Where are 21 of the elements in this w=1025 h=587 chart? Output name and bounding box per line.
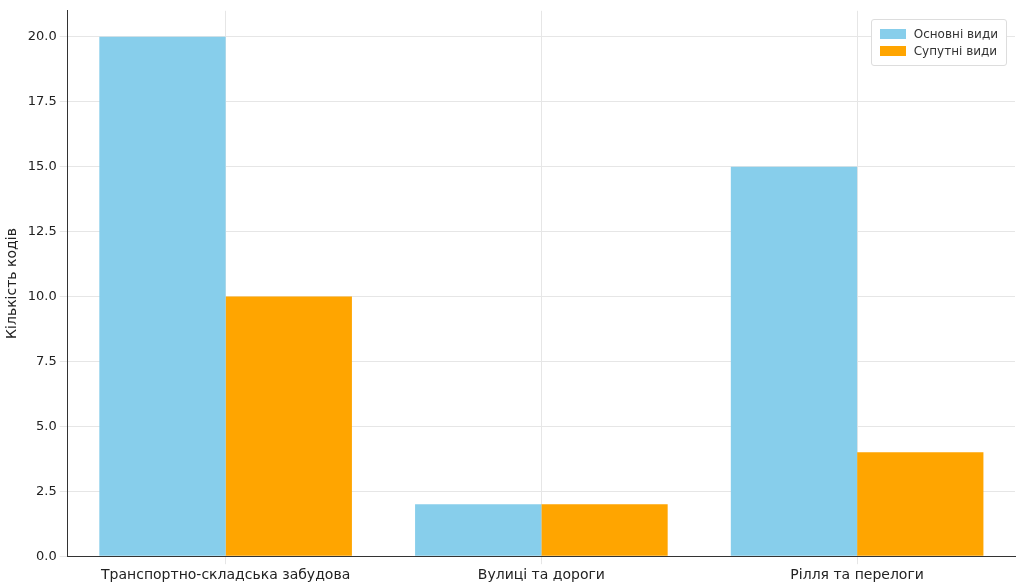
- y-tick-label: 12.5: [27, 222, 57, 238]
- y-tick-label: 2.5: [36, 482, 57, 498]
- x-tick-label: Рілля та перелоги: [790, 566, 924, 583]
- y-tick-label: 5.0: [36, 417, 57, 433]
- bar: [730, 166, 858, 556]
- legend-label: Основні види: [913, 26, 998, 41]
- bar: [857, 452, 984, 556]
- x-tick-label: Транспортно-складська забудова: [100, 566, 351, 583]
- bar: [99, 36, 226, 556]
- y-tick-label: 10.0: [27, 287, 57, 303]
- bar: [541, 504, 668, 556]
- legend-label: Супутні види: [913, 43, 998, 58]
- y-tick-label: 7.5: [36, 352, 57, 368]
- y-axis-title: Кількість кодів: [3, 228, 20, 339]
- y-tick-label: 15.0: [27, 158, 57, 173]
- y-tick-label: 0.0: [36, 547, 57, 563]
- x-tick-label: Вулиці та дороги: [477, 566, 605, 583]
- y-tick-label: 17.5: [27, 93, 57, 109]
- bar: [415, 504, 542, 556]
- bar: [225, 296, 352, 556]
- y-tick-label: 20.0: [27, 28, 57, 44]
